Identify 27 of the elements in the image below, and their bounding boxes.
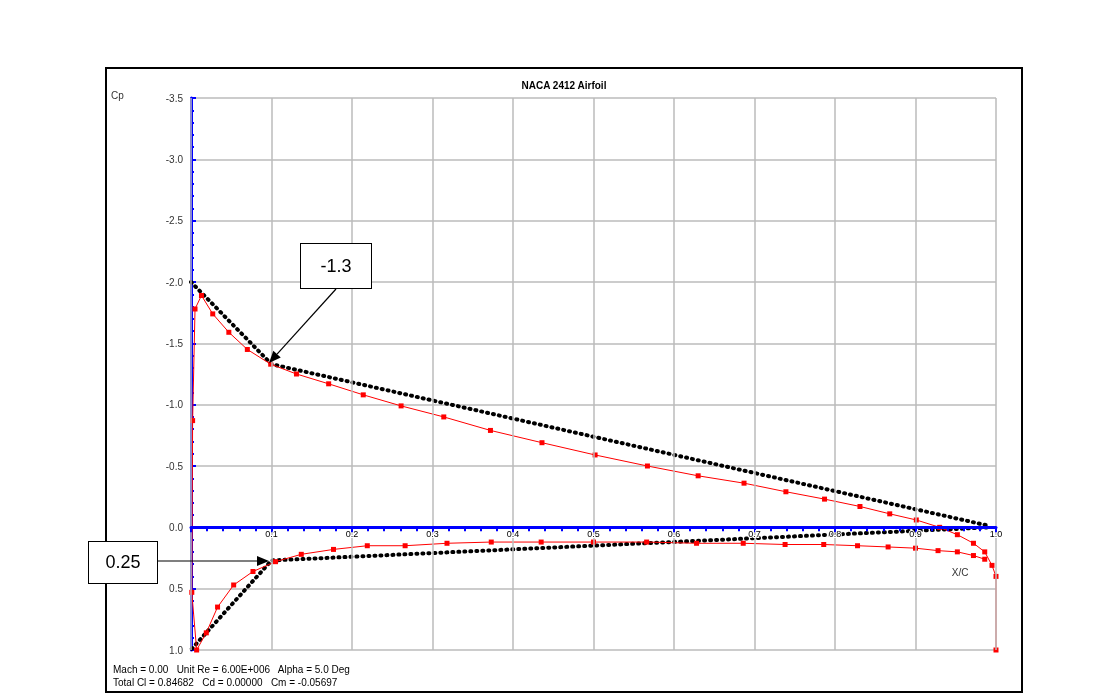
y-tick-label: -3.5 <box>165 92 184 104</box>
text: Total Cl = 0.84682 Cd = 0.00000 Cm = -0.05697 <box>113 676 338 688</box>
text: Mach = 0.00 Unit Re = 6.00E+006 Alpha = 5.0 Deg <box>113 663 350 675</box>
x-tick-label: 0.7 <box>748 529 761 540</box>
x-tick-label: 0.8 <box>828 529 842 540</box>
y-tick-label: 0.0 <box>169 521 184 533</box>
x-tick-label: 0.6 <box>667 529 681 540</box>
x-tick-label: 0.1 <box>265 529 278 540</box>
x-tick-label: 1.0 <box>989 529 1003 540</box>
text: 0.25 <box>88 541 158 584</box>
y-tick-label: 0.5 <box>169 583 184 595</box>
x-tick-label: 0.5 <box>587 529 600 540</box>
y-tick-label: -3.0 <box>165 153 184 165</box>
y-tick-label: 1.0 <box>169 644 184 656</box>
annotation: -1.3 <box>300 243 372 289</box>
x-tick-label: 0.3 <box>426 529 439 540</box>
x-tick-label: 0.9 <box>909 529 922 540</box>
x-axis-title: X/C <box>951 566 969 578</box>
y-tick-label: -2.0 <box>165 276 184 288</box>
chart-title: NACA 2412 Airfoil <box>521 79 607 91</box>
y-axis-title: Cp <box>111 89 125 101</box>
y-tick-label: -0.5 <box>165 460 184 472</box>
y-tick-label: -2.5 <box>165 215 184 227</box>
y-tick-label: -1.0 <box>165 399 184 411</box>
y-tick-label: -1.5 <box>165 337 184 349</box>
x-tick-label: 0.2 <box>345 529 359 540</box>
x-tick-label: 0.4 <box>506 529 520 540</box>
